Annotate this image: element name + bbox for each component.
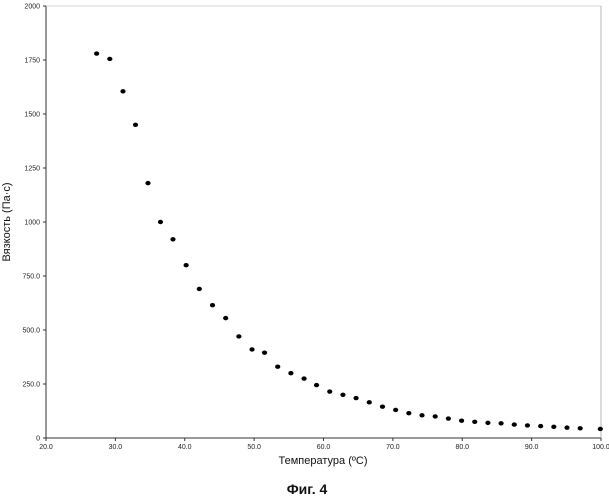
figure-caption: Фиг. 4 [287, 481, 328, 497]
data-point [340, 393, 345, 397]
data-point [406, 411, 411, 415]
data-point [107, 57, 112, 61]
x-tick-label: 80.0 [455, 444, 469, 451]
data-point [419, 413, 424, 417]
data-point [327, 389, 332, 393]
data-point [301, 376, 306, 380]
y-tick-label: 750.0 [22, 274, 40, 281]
y-axis-title: Вязкость (Па·с) [1, 182, 13, 261]
data-point [184, 263, 189, 267]
x-tick-label: 40.0 [178, 444, 192, 451]
x-tick-label: 20.0 [39, 444, 53, 451]
data-point [275, 365, 280, 369]
data-point [210, 303, 215, 307]
y-tick-label: 1000 [24, 220, 40, 227]
viscosity-chart: 0 250.0 500.0 750.0 1000 1250 1500 1750 2000 20.… [0, 0, 609, 500]
data-point [578, 426, 583, 430]
data-point [133, 123, 138, 127]
y-tick-label: 0 [36, 436, 40, 443]
x-tick-label: 50.0 [247, 444, 261, 451]
y-tick-label: 2000 [24, 4, 40, 11]
data-point [512, 422, 517, 426]
x-tick-label: 30.0 [109, 444, 123, 451]
y-tick-label: 500.0 [22, 328, 40, 335]
data-point [499, 421, 504, 425]
data-point [446, 416, 451, 420]
data-point [538, 424, 543, 428]
data-point [120, 89, 125, 93]
data-point [551, 425, 556, 429]
x-tick-label: 90.0 [525, 444, 539, 451]
data-point [354, 396, 359, 400]
y-axis-ticks: 0 250.0 500.0 750.0 1000 1250 1500 1750 2000 [22, 4, 46, 443]
data-point [249, 347, 254, 351]
data-point [459, 419, 464, 423]
data-point [145, 181, 150, 185]
data-point [262, 350, 267, 354]
y-tick-label: 250.0 [22, 382, 40, 389]
data-point [288, 371, 293, 375]
data-point [564, 425, 569, 429]
data-point [170, 237, 175, 241]
data-point [236, 334, 241, 338]
data-point [197, 287, 202, 291]
data-point [314, 383, 319, 387]
data-point [485, 421, 490, 425]
data-point [367, 400, 372, 404]
data-point [525, 423, 530, 427]
data-points [94, 51, 603, 431]
y-tick-label: 1500 [24, 112, 40, 119]
data-point [433, 414, 438, 418]
x-axis-title: Температура (ºC) [279, 455, 368, 467]
x-axis-ticks: 20.0 30.0 40.0 50.0 60.0 70.0 80.0 90.0 100.0 [39, 438, 609, 451]
data-point [472, 420, 477, 424]
data-point [393, 408, 398, 412]
data-point [380, 404, 385, 408]
data-point [158, 220, 163, 224]
data-point [94, 51, 99, 55]
y-tick-label: 1750 [24, 58, 40, 65]
y-tick-label: 1250 [24, 166, 40, 173]
x-tick-label: 70.0 [386, 444, 400, 451]
x-tick-label: 60.0 [317, 444, 331, 451]
x-tick-label: 100.0 [592, 444, 609, 451]
data-point [223, 316, 228, 320]
data-point [598, 427, 603, 431]
